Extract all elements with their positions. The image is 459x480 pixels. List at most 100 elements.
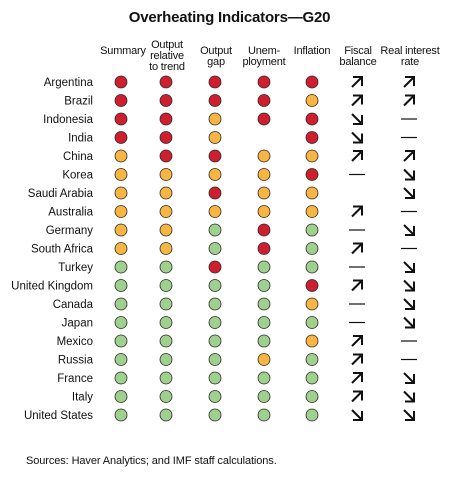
indicator-dot-canada-0 bbox=[114, 297, 128, 311]
indicator-dot-china-0 bbox=[114, 149, 128, 163]
indicator-dot-france-1 bbox=[159, 371, 173, 385]
indicator-dot-korea-3 bbox=[257, 168, 271, 181]
row-label-germany: Germany bbox=[46, 225, 94, 237]
indicator-dot-argentina-1 bbox=[159, 75, 173, 89]
indicator-dot-italy-1 bbox=[159, 390, 173, 403]
column-header-unemployment: Unem- ployment bbox=[242, 45, 286, 68]
indicator-dot-germany-3 bbox=[257, 223, 271, 237]
indicator-dot-brazil-1 bbox=[159, 94, 173, 107]
indicator-dot-turkey-4 bbox=[305, 260, 319, 274]
indicator-dot-russia-0 bbox=[114, 353, 128, 366]
indicator-dot-china-2 bbox=[208, 149, 222, 163]
row-label-japan: Japan bbox=[62, 318, 93, 330]
indicator-dot-turkey-0 bbox=[114, 260, 128, 274]
indicator-dot-italy-2 bbox=[208, 390, 222, 403]
column-header-summary: Summary bbox=[100, 45, 146, 57]
fiscal-arrow-united-kingdom bbox=[351, 279, 363, 292]
row-label-south-africa: South Africa bbox=[31, 244, 94, 256]
indicator-dot-brazil-2 bbox=[208, 94, 222, 107]
indicator-dot-brazil-3 bbox=[257, 94, 271, 107]
interest-arrow-germany bbox=[403, 224, 415, 236]
interest-arrow-saudi-arabia bbox=[403, 187, 415, 199]
indicator-dot-argentina-4 bbox=[305, 75, 319, 89]
interest-arrow-italy bbox=[403, 390, 415, 403]
indicator-dot-korea-0 bbox=[114, 168, 128, 181]
indicator-dot-russia-2 bbox=[208, 353, 222, 366]
indicator-dot-brazil-4 bbox=[305, 94, 319, 107]
indicator-dot-united-states-2 bbox=[208, 408, 222, 422]
indicator-dot-italy-4 bbox=[305, 390, 319, 403]
row-label-indonesia: Indonesia bbox=[43, 114, 93, 126]
indicator-dot-germany-0 bbox=[114, 223, 128, 237]
indicator-dot-russia-4 bbox=[305, 353, 319, 366]
fiscal-arrow-south-africa bbox=[351, 242, 363, 255]
indicator-dot-united-kingdom-4 bbox=[305, 279, 319, 292]
indicator-dot-argentina-2 bbox=[208, 75, 222, 89]
indicator-dot-france-2 bbox=[208, 371, 222, 385]
indicator-dot-mexico-2 bbox=[208, 334, 222, 348]
fiscal-arrow-indonesia bbox=[351, 113, 363, 125]
indicator-dot-united-kingdom-0 bbox=[114, 279, 128, 292]
interest-arrow-china bbox=[403, 150, 415, 162]
indicator-dot-saudi-arabia-3 bbox=[257, 186, 271, 200]
row-label-france: France bbox=[57, 373, 93, 385]
row-label-united-states: United States bbox=[24, 410, 93, 422]
indicator-dot-mexico-3 bbox=[257, 334, 271, 348]
indicator-dot-australia-3 bbox=[257, 205, 271, 218]
indicator-dot-france-4 bbox=[305, 371, 319, 385]
indicator-dot-south-africa-2 bbox=[208, 242, 222, 255]
indicator-dot-united-kingdom-3 bbox=[257, 279, 271, 292]
indicator-dot-south-africa-1 bbox=[159, 242, 173, 255]
indicator-dot-saudi-arabia-4 bbox=[305, 186, 319, 200]
indicator-dot-korea-1 bbox=[159, 168, 173, 181]
indicator-dot-italy-0 bbox=[114, 390, 128, 403]
indicator-dot-south-africa-3 bbox=[257, 242, 271, 255]
indicator-dot-canada-1 bbox=[159, 297, 173, 311]
indicator-dot-argentina-0 bbox=[114, 75, 128, 89]
row-label-korea: Korea bbox=[62, 170, 93, 182]
row-label-china: China bbox=[63, 151, 94, 163]
indicator-dot-japan-3 bbox=[257, 316, 271, 329]
row-label-turkey: Turkey bbox=[58, 262, 93, 274]
fiscal-arrow-france bbox=[351, 372, 363, 384]
interest-arrow-united-kingdom bbox=[403, 279, 415, 292]
indicator-dot-australia-2 bbox=[208, 205, 222, 218]
interest-arrow-turkey bbox=[403, 261, 415, 273]
indicator-dot-argentina-3 bbox=[257, 75, 271, 89]
indicator-dot-united-kingdom-1 bbox=[159, 279, 173, 292]
indicator-dot-korea-4 bbox=[305, 168, 319, 181]
row-label-argentina: Argentina bbox=[44, 77, 94, 89]
indicator-dot-turkey-3 bbox=[257, 260, 271, 274]
indicator-dot-china-4 bbox=[305, 149, 319, 163]
column-header-output-gap: Output gap bbox=[200, 45, 232, 68]
interest-arrow-france bbox=[403, 372, 415, 384]
fiscal-arrow-china bbox=[351, 150, 363, 162]
indicator-dot-japan-1 bbox=[159, 316, 173, 329]
row-label-italy: Italy bbox=[72, 392, 93, 404]
indicator-dot-indonesia-4 bbox=[305, 112, 319, 126]
row-label-mexico: Mexico bbox=[57, 336, 93, 348]
interest-arrow-canada bbox=[403, 298, 415, 310]
indicator-dot-saudi-arabia-1 bbox=[159, 186, 173, 200]
indicator-dot-japan-4 bbox=[305, 316, 319, 329]
indicator-dot-south-africa-4 bbox=[305, 242, 319, 255]
fiscal-arrow-argentina bbox=[351, 76, 363, 88]
indicator-dot-canada-2 bbox=[208, 297, 222, 311]
interest-arrow-japan bbox=[403, 316, 415, 329]
indicator-dot-italy-3 bbox=[257, 390, 271, 403]
fiscal-arrow-russia bbox=[351, 353, 363, 366]
column-header-real-interest-rate: Real interest rate bbox=[380, 45, 440, 68]
indicator-dot-france-3 bbox=[257, 371, 271, 385]
indicator-dot-canada-3 bbox=[257, 297, 271, 311]
interest-arrow-brazil bbox=[403, 94, 415, 107]
indicator-dot-india-1 bbox=[159, 131, 173, 144]
row-label-russia: Russia bbox=[58, 355, 94, 367]
source-note: Sources: Haver Analytics; and IMF staff … bbox=[26, 455, 277, 467]
indicator-dot-india-4 bbox=[305, 131, 319, 144]
interest-arrow-argentina bbox=[403, 76, 415, 88]
indicator-dot-russia-3 bbox=[257, 353, 271, 366]
fiscal-arrow-united-states bbox=[351, 409, 363, 421]
indicator-dot-russia-1 bbox=[159, 353, 173, 366]
indicator-dot-turkey-2 bbox=[208, 260, 222, 274]
